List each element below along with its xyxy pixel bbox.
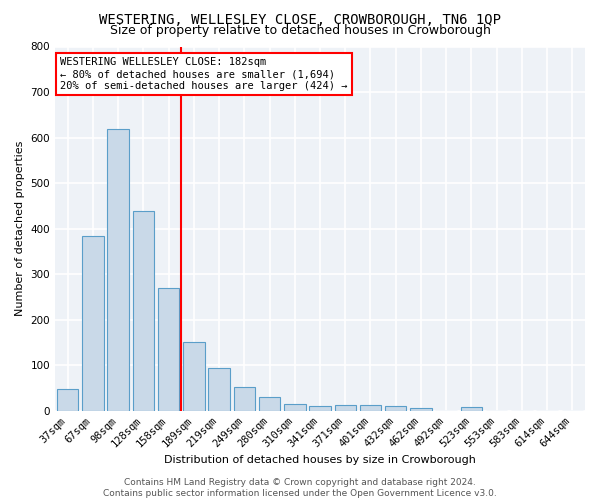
- Bar: [335, 405, 356, 411]
- Bar: [208, 368, 230, 411]
- Bar: [461, 408, 482, 411]
- Bar: [360, 405, 381, 411]
- Bar: [259, 398, 280, 411]
- Bar: [309, 406, 331, 411]
- Bar: [107, 128, 129, 411]
- Bar: [233, 387, 255, 411]
- X-axis label: Distribution of detached houses by size in Crowborough: Distribution of detached houses by size …: [164, 455, 476, 465]
- Bar: [284, 404, 305, 411]
- Bar: [410, 408, 431, 411]
- Y-axis label: Number of detached properties: Number of detached properties: [15, 141, 25, 316]
- Text: WESTERING WELLESLEY CLOSE: 182sqm
← 80% of detached houses are smaller (1,694)
2: WESTERING WELLESLEY CLOSE: 182sqm ← 80% …: [61, 58, 348, 90]
- Text: Size of property relative to detached houses in Crowborough: Size of property relative to detached ho…: [110, 24, 490, 37]
- Bar: [158, 288, 179, 411]
- Bar: [385, 406, 406, 411]
- Text: Contains HM Land Registry data © Crown copyright and database right 2024.
Contai: Contains HM Land Registry data © Crown c…: [103, 478, 497, 498]
- Bar: [183, 342, 205, 411]
- Bar: [133, 210, 154, 411]
- Bar: [82, 236, 104, 411]
- Text: WESTERING, WELLESLEY CLOSE, CROWBOROUGH, TN6 1QP: WESTERING, WELLESLEY CLOSE, CROWBOROUGH,…: [99, 12, 501, 26]
- Bar: [57, 389, 79, 411]
